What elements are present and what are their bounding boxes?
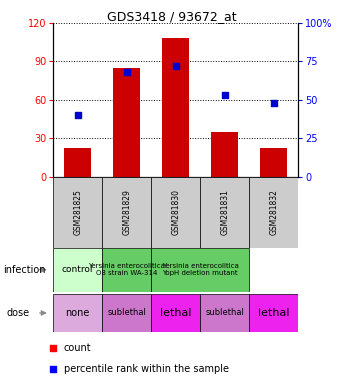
Text: percentile rank within the sample: percentile rank within the sample xyxy=(64,364,229,374)
Text: sublethal: sublethal xyxy=(107,308,146,318)
Bar xyxy=(102,294,151,332)
Text: dose: dose xyxy=(7,308,30,318)
Bar xyxy=(211,132,238,177)
Bar xyxy=(260,149,287,177)
Bar xyxy=(200,294,249,332)
Bar xyxy=(249,177,298,248)
Point xyxy=(173,63,179,69)
Text: GSM281832: GSM281832 xyxy=(269,189,279,235)
Text: GDS3418 / 93672_at: GDS3418 / 93672_at xyxy=(107,10,236,23)
Text: GSM281829: GSM281829 xyxy=(122,189,131,235)
Point xyxy=(124,69,130,75)
Text: control: control xyxy=(62,265,93,274)
Text: Yersinia enterocolitica
YopH deletion mutant: Yersinia enterocolitica YopH deletion mu… xyxy=(162,263,239,276)
Bar xyxy=(64,149,91,177)
Text: sublethal: sublethal xyxy=(205,308,244,318)
Bar xyxy=(102,177,151,248)
Text: GSM281831: GSM281831 xyxy=(220,189,229,235)
Text: lethal: lethal xyxy=(258,308,289,318)
Bar xyxy=(53,294,102,332)
Point xyxy=(75,112,81,118)
Bar xyxy=(151,248,249,292)
Bar xyxy=(53,177,102,248)
Point xyxy=(50,366,55,372)
Bar xyxy=(249,294,298,332)
Text: GSM281825: GSM281825 xyxy=(73,189,82,235)
Text: lethal: lethal xyxy=(160,308,191,318)
Text: none: none xyxy=(66,308,90,318)
Point xyxy=(222,92,228,98)
Bar xyxy=(53,248,102,292)
Text: infection: infection xyxy=(3,265,46,275)
Point xyxy=(271,100,277,106)
Bar xyxy=(151,294,200,332)
Text: count: count xyxy=(64,343,92,353)
Bar xyxy=(102,248,151,292)
Bar xyxy=(162,38,189,177)
Text: Yersinia enterocolitica
O8 strain WA-314: Yersinia enterocolitica O8 strain WA-314 xyxy=(88,263,165,276)
Bar xyxy=(113,68,140,177)
Bar xyxy=(200,177,249,248)
Point xyxy=(50,345,55,351)
Text: GSM281830: GSM281830 xyxy=(171,189,180,235)
Bar xyxy=(151,177,200,248)
